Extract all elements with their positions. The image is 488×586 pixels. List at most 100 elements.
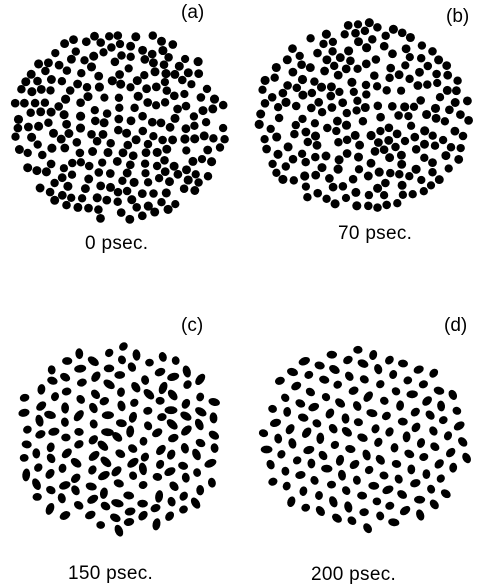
panel-c-particle	[100, 501, 111, 511]
panel-b-particle	[405, 32, 415, 43]
panel-c-particle	[194, 418, 204, 431]
panel-b-particle	[379, 41, 389, 51]
panel-b-particle	[278, 88, 288, 98]
panel-a-particle	[209, 134, 218, 143]
panel-d-particle	[385, 355, 394, 365]
panel-b-particle	[254, 119, 264, 129]
panel-c-particle	[70, 458, 82, 468]
caption-d: 200 psec.	[311, 564, 397, 585]
panel-b-particle	[443, 70, 453, 80]
panel-b-particle	[451, 86, 461, 96]
panel-b-particle	[351, 187, 361, 197]
panel-b-particle	[342, 135, 352, 145]
panel-a-particle	[65, 86, 75, 95]
panel-a-particle	[151, 82, 161, 92]
panel-d-particle	[369, 350, 378, 360]
panel-d-particle	[328, 424, 338, 434]
panel-b-particle	[281, 97, 291, 107]
panel-c-particle	[196, 485, 205, 496]
panel-a-particle	[27, 87, 37, 97]
panel-b-particle	[420, 139, 429, 149]
panel-b-particle	[393, 199, 402, 208]
panel-b-particle	[291, 120, 300, 130]
panel-c-particle	[36, 401, 47, 411]
panel-d-particle	[413, 365, 424, 374]
panel-c-particle	[156, 444, 166, 456]
panel-c-particle	[18, 408, 30, 417]
panel-b-particle	[267, 93, 277, 102]
panel-a-particle	[152, 161, 162, 171]
panel-a-particle	[143, 178, 153, 187]
panel-a-particle	[181, 124, 191, 134]
panel-d-particle	[430, 442, 440, 451]
panel-a-particle	[94, 168, 104, 177]
panel-a-particle	[159, 60, 169, 70]
panel-c-particle	[143, 388, 155, 400]
panel-a-particle	[26, 69, 36, 79]
panel-b-particle	[431, 113, 441, 123]
panel-a-particle	[203, 145, 213, 155]
panel-a-particle	[104, 32, 114, 41]
panel-a-particle	[161, 69, 171, 79]
panel-b-particle	[423, 61, 433, 71]
panel-b-particle	[370, 71, 379, 80]
panel-d-particle	[277, 450, 286, 459]
panel-c-particle	[167, 372, 180, 382]
panel-a-particle	[13, 114, 24, 124]
panel-c-particle	[45, 468, 55, 479]
panel-a-particle	[149, 189, 158, 198]
panel-c-particle	[169, 481, 179, 491]
panel-d-particle	[422, 396, 432, 406]
panel-b-particle	[256, 109, 266, 119]
panel-a-particle	[62, 200, 71, 210]
panel-d-particle	[411, 422, 421, 433]
panel-b-particle	[462, 96, 472, 106]
panel-b-particle	[326, 91, 336, 101]
panel-c-particle	[35, 414, 44, 427]
panel-c-particle	[46, 485, 56, 495]
panel-c-particle	[73, 410, 84, 422]
panel-a-particle	[100, 93, 109, 102]
panel-c-particle	[89, 419, 98, 429]
panel-b-particle	[394, 111, 403, 120]
panel-a-particle	[122, 168, 132, 178]
panel-b-particle	[300, 171, 310, 181]
panel-a-particle	[80, 184, 90, 194]
panel-c-particle	[48, 427, 60, 436]
panel-d-particle	[347, 516, 357, 525]
panel-a-particle	[92, 193, 102, 203]
panel-b-particle	[288, 67, 298, 77]
panel-b-particle	[362, 43, 372, 53]
panel-a-particle	[38, 150, 47, 160]
panel-b-particle	[371, 55, 381, 64]
panel-b-particle	[382, 86, 391, 95]
panel-b-particle	[398, 190, 408, 199]
panel-b-particle	[352, 201, 362, 211]
panel-b-particle	[326, 82, 336, 92]
panel-a-particle	[174, 61, 184, 71]
panel-c-particle	[23, 425, 32, 434]
panel-c-particle	[97, 440, 109, 451]
panel-a-particle	[83, 92, 93, 102]
panel-b-particle	[426, 181, 436, 190]
panel-d: (d) 200 psec.	[244, 291, 488, 585]
panel-a-particle	[114, 93, 124, 103]
panel-b-particle	[406, 121, 416, 130]
panel-b-particle	[428, 158, 437, 167]
panel-b-particle	[397, 159, 407, 169]
panel-c-particle	[124, 507, 136, 516]
panel-c-particle	[115, 419, 127, 428]
panel-b-particle	[392, 129, 402, 139]
panel-a-particle	[194, 178, 203, 187]
panel-d-particle	[422, 469, 431, 480]
panel-label-a: (a)	[181, 2, 205, 23]
panel-b-particle	[438, 135, 448, 145]
panel-b-particle	[381, 178, 390, 188]
panel-d-particle	[308, 402, 320, 412]
panel-b-particle	[292, 83, 302, 93]
panel-c-particle	[113, 479, 124, 488]
panel-d-particle	[329, 496, 338, 508]
panel-d-particle	[380, 396, 389, 405]
panel-d-particle	[332, 513, 342, 523]
panel-a-particle	[188, 156, 198, 166]
